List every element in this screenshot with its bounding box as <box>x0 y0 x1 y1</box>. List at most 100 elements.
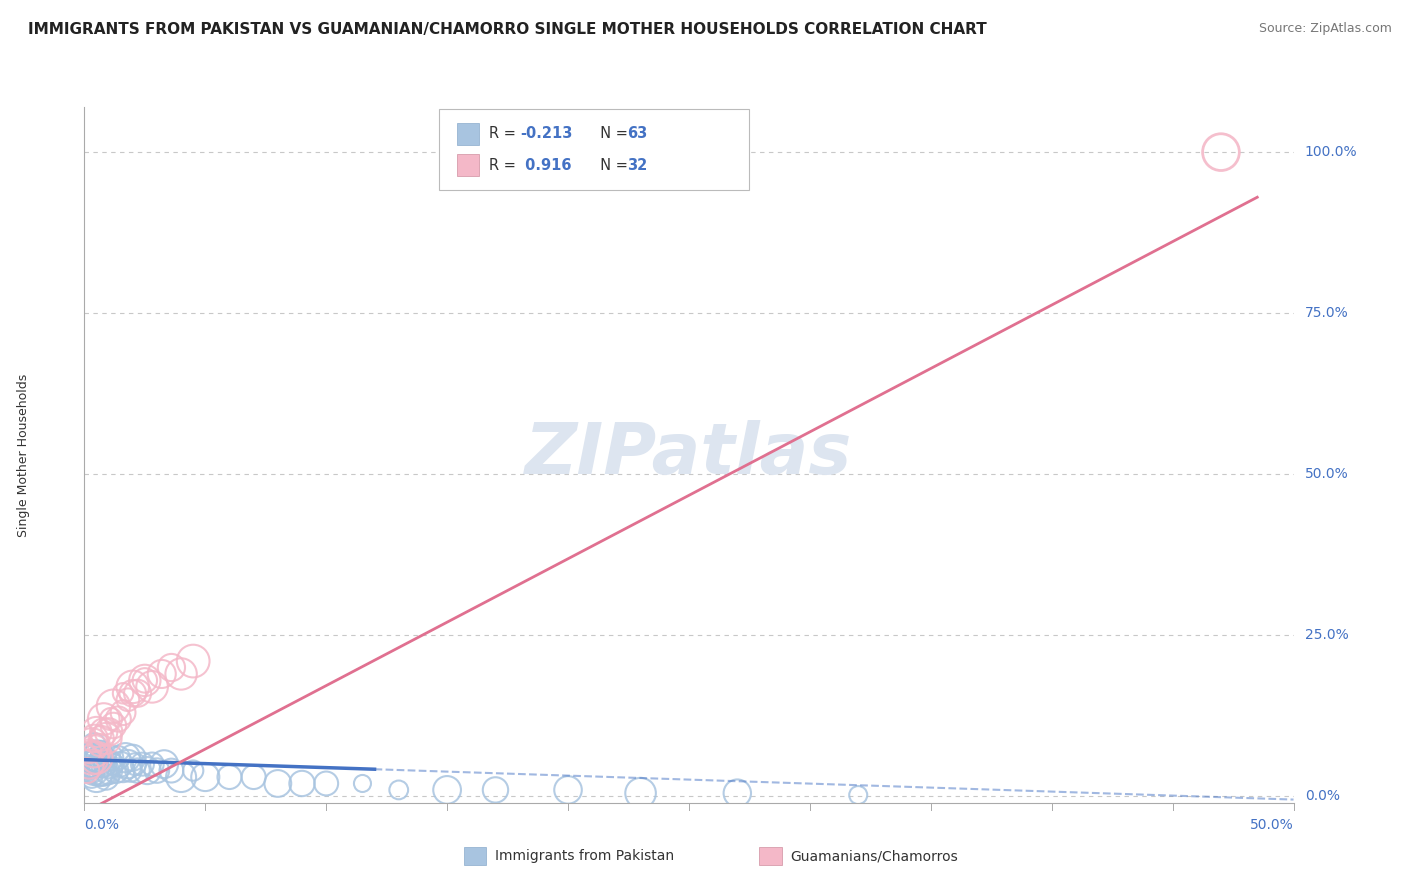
Point <box>87 738 110 752</box>
Point <box>112 686 135 700</box>
Point <box>112 706 135 720</box>
Point <box>194 770 217 784</box>
Point <box>103 718 125 732</box>
Point <box>160 660 183 674</box>
Text: IMMIGRANTS FROM PAKISTAN VS GUAMANIAN/CHAMORRO SINGLE MOTHER HOUSEHOLDS CORRELAT: IMMIGRANTS FROM PAKISTAN VS GUAMANIAN/CH… <box>28 22 987 37</box>
Point <box>117 692 139 706</box>
Point <box>93 764 115 778</box>
Point <box>136 764 159 778</box>
Point <box>77 744 100 758</box>
Point <box>557 783 579 797</box>
Point <box>630 786 652 800</box>
Point <box>170 770 193 784</box>
Point <box>83 764 105 778</box>
Point <box>131 757 153 772</box>
Point <box>315 776 337 790</box>
Point <box>93 725 115 739</box>
Text: ZIPatlas: ZIPatlas <box>526 420 852 490</box>
Text: R =: R = <box>489 158 520 172</box>
Point <box>112 764 135 778</box>
Point <box>141 680 163 694</box>
Point <box>86 750 108 764</box>
Point <box>181 764 204 778</box>
Point <box>484 783 506 797</box>
Point <box>77 757 100 772</box>
Point <box>181 654 204 668</box>
Point <box>94 731 117 746</box>
Point <box>846 788 869 802</box>
Point <box>83 731 105 746</box>
Point <box>436 783 458 797</box>
Text: 100.0%: 100.0% <box>1305 145 1357 159</box>
Point <box>104 764 127 778</box>
Point <box>267 776 290 790</box>
Text: 0.0%: 0.0% <box>84 818 120 832</box>
Point <box>117 757 139 772</box>
Point <box>121 686 143 700</box>
Point <box>94 750 117 764</box>
Point <box>87 750 110 764</box>
Point <box>97 757 120 772</box>
Point <box>127 686 149 700</box>
Text: N =: N = <box>591 127 633 141</box>
Point <box>242 770 264 784</box>
Point <box>86 744 108 758</box>
Point <box>170 667 193 681</box>
Point <box>141 757 163 772</box>
Point <box>1209 145 1232 160</box>
Text: -0.213: -0.213 <box>520 127 572 141</box>
Point <box>291 776 314 790</box>
Point <box>100 750 122 764</box>
Point <box>134 673 156 688</box>
Point <box>107 712 129 726</box>
Text: 32: 32 <box>627 158 647 172</box>
Point <box>121 680 143 694</box>
Point <box>77 764 100 778</box>
Point <box>114 750 136 764</box>
Point <box>90 744 112 758</box>
Point <box>90 764 112 778</box>
Text: Source: ZipAtlas.com: Source: ZipAtlas.com <box>1258 22 1392 36</box>
Text: Immigrants from Pakistan: Immigrants from Pakistan <box>495 849 673 863</box>
Point <box>107 750 129 764</box>
Point <box>121 750 143 764</box>
Text: 0.916: 0.916 <box>520 158 572 172</box>
Point <box>90 757 112 772</box>
Point <box>97 725 120 739</box>
Point <box>134 673 156 688</box>
Point <box>83 738 105 752</box>
Text: 75.0%: 75.0% <box>1305 306 1348 320</box>
Point <box>80 770 103 784</box>
Point <box>94 770 117 784</box>
Point <box>725 786 748 800</box>
Point <box>93 757 115 772</box>
Text: 25.0%: 25.0% <box>1305 628 1348 642</box>
Point <box>153 757 176 772</box>
Point <box>80 757 103 772</box>
Point <box>80 750 103 764</box>
Point <box>218 770 240 784</box>
Point <box>97 764 120 778</box>
Text: R =: R = <box>489 127 520 141</box>
Text: 50.0%: 50.0% <box>1305 467 1348 482</box>
Point <box>93 712 115 726</box>
Point <box>100 712 122 726</box>
Point <box>110 757 132 772</box>
Text: Single Mother Households: Single Mother Households <box>17 373 31 537</box>
Point <box>83 744 105 758</box>
Point <box>76 764 98 778</box>
Point <box>146 764 169 778</box>
Point <box>80 750 103 764</box>
Text: Guamanians/Chamorros: Guamanians/Chamorros <box>790 849 957 863</box>
Point <box>87 764 110 778</box>
Point <box>90 731 112 746</box>
Point <box>80 744 103 758</box>
Point <box>124 757 146 772</box>
Text: 50.0%: 50.0% <box>1250 818 1294 832</box>
Point <box>83 757 105 772</box>
Point <box>77 757 100 772</box>
Point <box>388 783 411 797</box>
Text: N =: N = <box>591 158 633 172</box>
Point <box>127 764 149 778</box>
Point <box>352 776 374 790</box>
